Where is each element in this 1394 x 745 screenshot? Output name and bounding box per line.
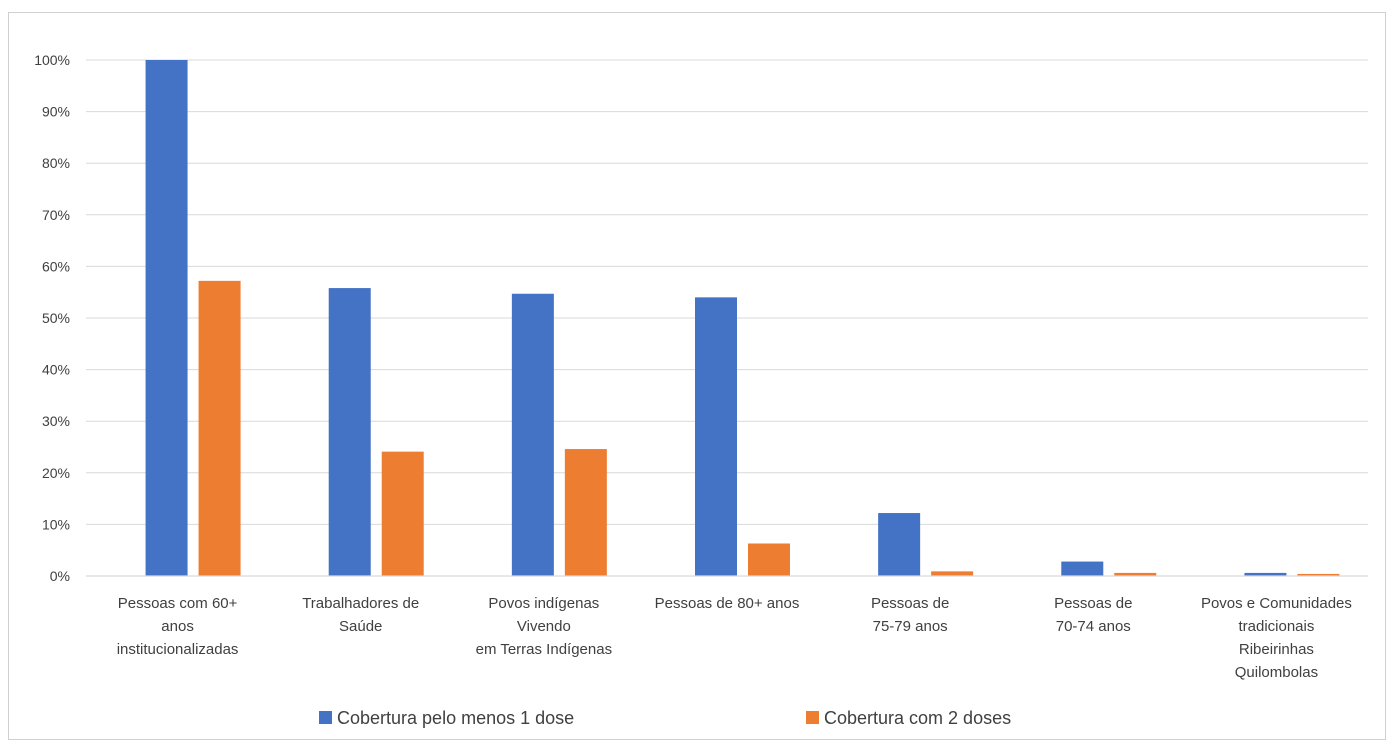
legend: Cobertura pelo menos 1 dose Cobertura com… xyxy=(319,708,1011,728)
legend-swatch xyxy=(806,711,819,724)
y-tick-label: 0% xyxy=(50,568,70,584)
bar-series-2-doses xyxy=(381,451,424,576)
x-category-label: Pessoas de 75-79 anos xyxy=(871,595,949,635)
legend-label: Cobertura com 2 doses xyxy=(824,708,1011,728)
bar-series-2-doses xyxy=(1114,572,1157,576)
x-category-label: Pessoas com 60+ anos institucionalizadas xyxy=(117,595,239,658)
bars xyxy=(145,60,1340,576)
y-tick-label: 100% xyxy=(34,52,70,68)
bar-series-1-dose xyxy=(695,297,737,576)
y-tick-label: 80% xyxy=(42,155,70,171)
y-tick-label: 60% xyxy=(42,258,70,274)
bar-series-1-dose xyxy=(878,513,921,576)
bar-series-1-dose xyxy=(1244,572,1287,576)
legend-label: Cobertura pelo menos 1 dose xyxy=(337,708,574,728)
bar-series-1-dose xyxy=(145,60,188,576)
y-tick-label: 10% xyxy=(42,516,70,532)
x-axis-category-labels: Pessoas com 60+ anos institucionalizadas Tr… xyxy=(117,595,1352,681)
y-axis-tick-labels: 0% 10% 20% 30% 40% 50% 60% 70% 80% 90% 100% xyxy=(34,52,70,584)
bar-series-1-dose xyxy=(1061,561,1104,576)
bar-series-2-doses xyxy=(198,280,241,576)
bar-series-1-dose xyxy=(511,293,554,576)
x-category-label: Trabalhadores de Saúde xyxy=(302,595,419,635)
bar-series-1-dose xyxy=(328,288,371,576)
bar-series-2-doses xyxy=(564,449,607,576)
bar-series-2-doses xyxy=(748,543,790,576)
legend-swatch xyxy=(319,711,332,724)
gridlines xyxy=(86,59,1368,525)
y-tick-label: 20% xyxy=(42,465,70,481)
x-category-label: Povos e Comunidades tradicionais Ribeirinh… xyxy=(1201,595,1352,681)
y-tick-label: 70% xyxy=(42,207,70,223)
y-tick-label: 40% xyxy=(42,362,70,378)
y-tick-label: 90% xyxy=(42,104,70,120)
y-tick-label: 30% xyxy=(42,413,70,429)
x-category-label: Pessoas de 70-74 anos xyxy=(1054,595,1132,635)
bar-series-2-doses xyxy=(931,571,974,576)
x-category-label: Povos indígenas Vivendo em Terras Indígena… xyxy=(476,595,612,658)
bar-series-2-doses xyxy=(1297,573,1340,576)
y-tick-label: 50% xyxy=(42,310,70,326)
x-category-label: Pessoas de 80+ anos xyxy=(655,595,800,612)
